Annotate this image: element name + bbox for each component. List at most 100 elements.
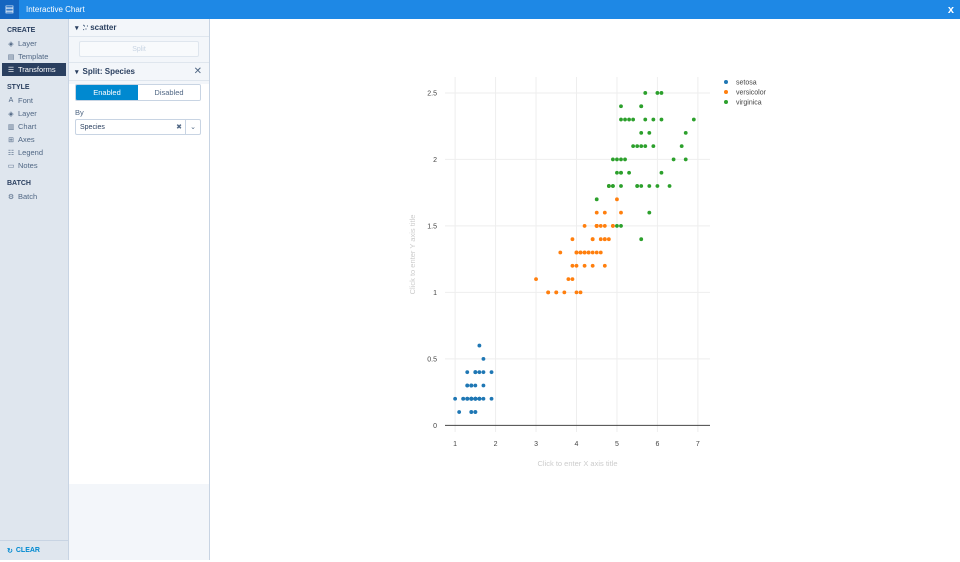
x-tick-label: 1: [453, 441, 457, 448]
nav-item-label: Template: [18, 52, 49, 61]
data-point-setosa: [469, 383, 474, 388]
split-button[interactable]: Split: [79, 41, 199, 57]
data-point-versicolor: [574, 263, 579, 268]
nav-item-layer[interactable]: ◈ Layer: [0, 37, 68, 50]
trace-label: scatter: [90, 23, 117, 32]
data-point-virginica: [615, 157, 619, 162]
delete-transform-icon[interactable]: ✕: [193, 66, 202, 77]
data-point-versicolor: [586, 250, 591, 255]
data-point-virginica: [615, 224, 619, 228]
scatter-chart: 1 2 3 4 5 6 7 0 0.5 1 1.5 2 2.5 Click to enter X axis…: [408, 77, 767, 468]
close-icon[interactable]: x: [947, 3, 954, 16]
data-point-setosa: [465, 383, 470, 388]
data-point-virginica: [683, 130, 688, 135]
data-point-virginica: [619, 104, 623, 109]
legend-marker-setosa: [724, 80, 728, 84]
nav-section-create: CREATE: [7, 27, 36, 34]
x-axis-title-placeholder: Click to enter X axis title: [537, 459, 617, 468]
nav-section-batch: BATCH: [7, 180, 31, 187]
data-point-virginica: [639, 237, 644, 242]
transforms-panel: ▾ ⁚∵ scatter Split ▾ Split: Species ✕ En…: [69, 19, 210, 560]
clear-selection-icon[interactable]: ✖: [176, 124, 182, 131]
data-point-virginica: [639, 130, 644, 135]
enabled-option[interactable]: Enabled: [76, 85, 138, 100]
nav-item-batch[interactable]: ⚙ Batch: [0, 190, 68, 203]
data-points: [453, 91, 696, 414]
data-point-virginica: [659, 91, 664, 95]
data-point-versicolor: [619, 210, 623, 215]
nav-item-template[interactable]: ▤ Template: [0, 50, 68, 63]
transforms-icon: ☰: [7, 66, 15, 74]
nav-item-axes[interactable]: ⊞ Axes: [0, 133, 68, 146]
nav-item-label: Axes: [18, 135, 35, 144]
data-point-versicolor: [570, 237, 575, 242]
data-point-setosa: [489, 396, 494, 401]
nav-item-notes[interactable]: ▭ Notes: [0, 159, 68, 172]
data-point-setosa: [469, 396, 474, 401]
data-point-virginica: [671, 157, 676, 162]
data-point-virginica: [643, 117, 648, 122]
by-select[interactable]: Species ✖ ⌄: [75, 119, 201, 135]
nav-item-label: Legend: [18, 148, 44, 157]
plot-area: 1 2 3 4 5 6 7 0 0.5 1 1.5 2 2.5 Click to enter X axis…: [210, 19, 960, 560]
data-point-versicolor: [574, 250, 579, 255]
window-title: Interactive Chart: [26, 5, 85, 14]
axes-icon: ⊞: [8, 136, 14, 144]
data-point-virginica: [619, 224, 623, 228]
data-point-setosa: [461, 396, 466, 401]
data-point-versicolor: [570, 277, 575, 281]
data-point-versicolor: [566, 277, 571, 281]
data-point-versicolor: [615, 197, 619, 202]
data-point-versicolor: [602, 210, 607, 215]
x-tick-label: 7: [696, 441, 700, 448]
data-point-virginica: [651, 144, 656, 149]
data-point-setosa: [489, 370, 494, 375]
y-tick-label: 2: [433, 157, 437, 164]
nav-item-chart[interactable]: ▥ Chart: [0, 120, 68, 133]
data-point-setosa: [481, 383, 486, 388]
data-point-virginica: [623, 117, 627, 122]
data-point-versicolor: [562, 290, 567, 295]
data-point-versicolor: [598, 250, 603, 255]
data-point-virginica: [639, 144, 644, 149]
data-point-virginica: [627, 117, 631, 122]
nav-section-style: STYLE: [7, 84, 30, 91]
data-point-virginica: [623, 157, 627, 162]
batch-icon: ⚙: [7, 193, 15, 201]
nav-item-legend[interactable]: ☷ Legend: [0, 146, 68, 159]
data-point-setosa: [473, 370, 478, 375]
transform-title: Split: Species: [82, 67, 135, 76]
data-point-virginica: [619, 117, 623, 122]
data-point-versicolor: [590, 250, 595, 255]
trace-fold-header[interactable]: ▾ ⁚∵ scatter: [69, 19, 209, 37]
data-point-setosa: [477, 370, 482, 375]
nav-item-style-layer[interactable]: ◈ Layer: [0, 107, 68, 120]
y-tick-label: 2.5: [427, 90, 437, 97]
y-tick-label: 1.5: [427, 223, 437, 230]
data-point-versicolor: [582, 263, 587, 268]
disabled-option[interactable]: Disabled: [138, 85, 200, 100]
nav-item-label: Font: [18, 96, 34, 105]
chevron-down-icon[interactable]: ⌄: [185, 120, 200, 134]
clear-button[interactable]: ↻ CLEAR: [0, 540, 68, 560]
data-point-setosa: [465, 396, 470, 401]
data-point-setosa: [477, 396, 482, 401]
nav-item-font[interactable]: A Font: [0, 94, 68, 107]
data-point-virginica: [639, 184, 644, 188]
font-icon: A: [8, 97, 14, 104]
data-point-versicolor: [534, 277, 538, 281]
split-transform-header[interactable]: ▾ Split: Species ✕: [69, 62, 209, 81]
nav-item-label: Layer: [18, 39, 37, 48]
chevron-down-icon: ▾: [75, 24, 79, 32]
legend-label-virginica: virginica: [736, 100, 762, 107]
enabled-toggle: Enabled Disabled: [75, 84, 201, 101]
clear-label: CLEAR: [15, 547, 40, 554]
data-point-versicolor: [590, 237, 595, 242]
legend-marker-versicolor: [724, 90, 728, 94]
data-point-versicolor: [611, 224, 615, 228]
nav-item-transforms[interactable]: ☰ Transforms: [2, 63, 66, 76]
notes-icon: ▭: [7, 162, 15, 170]
nav-item-label: Layer: [18, 109, 37, 118]
data-point-versicolor: [602, 263, 607, 268]
data-point-setosa: [453, 396, 458, 401]
